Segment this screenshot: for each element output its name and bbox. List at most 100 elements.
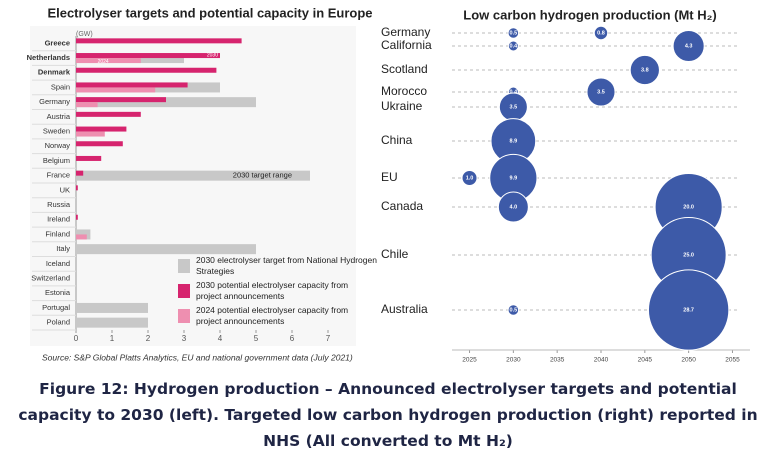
y-tick-label: Switzerland: [31, 274, 70, 283]
y-tick-label: California: [381, 38, 432, 52]
legend-swatch: [178, 309, 190, 323]
x-tick-label: 2055: [725, 357, 740, 364]
y-tick-label: UK: [60, 185, 70, 194]
data-label: 4.0: [510, 204, 518, 210]
figure: Electrolyser targets and potential capac…: [27, 5, 750, 364]
bubble: [593, 25, 609, 41]
data-label: 0.4: [510, 43, 519, 49]
y-tick-label: Chile: [381, 247, 409, 261]
bar: [76, 67, 217, 73]
y-tick-label: Ireland: [47, 215, 70, 224]
y-tick-label: Spain: [51, 82, 70, 91]
caption: Figure 12: Hydrogen production – Announc…: [18, 380, 758, 450]
y-tick-label: Greece: [45, 38, 70, 47]
x-tick-label: 2025: [462, 357, 477, 364]
data-label: 0.5: [510, 30, 518, 36]
bar: [76, 126, 127, 132]
y-tick-label: Scotland: [381, 62, 428, 76]
y-tick-label: Ukraine: [381, 99, 423, 113]
data-label: 0.5: [510, 307, 518, 313]
bar: [76, 87, 156, 93]
bubble: [507, 27, 520, 39]
bar: [76, 244, 256, 255]
x-tick-label: 7: [326, 334, 331, 343]
y-tick-label: EU: [381, 170, 398, 184]
y-tick-label: Netherlands: [27, 53, 70, 62]
x-tick-label: 0: [74, 334, 79, 343]
y-tick-label: France: [47, 171, 70, 180]
y-tick-label: Norway: [45, 141, 71, 150]
y-tick-label: Morocco: [381, 84, 427, 98]
bubble: [497, 191, 529, 223]
y-tick-label: Poland: [47, 318, 70, 327]
y-tick-label: Portugal: [42, 303, 70, 312]
legend-swatch: [178, 284, 190, 298]
bubble: [629, 54, 660, 86]
legend-label: 2030 electrolyser target from National H…: [196, 255, 377, 276]
bar: [76, 141, 123, 147]
y-tick-label: Germany: [39, 97, 70, 106]
x-tick-label: 2045: [638, 357, 653, 364]
bar: [76, 82, 188, 88]
bar: [76, 170, 84, 176]
unit-label: (GW): [76, 31, 93, 38]
bubble: [507, 304, 520, 316]
annotation: 2024: [98, 59, 109, 65]
y-tick-label: Finland: [45, 229, 70, 238]
x-tick-label: 2: [146, 334, 151, 343]
y-tick-label: China: [381, 133, 413, 147]
bar: [76, 53, 220, 59]
x-tick-label: 5: [254, 334, 259, 343]
x-tick-label: 2030: [506, 357, 521, 364]
x-tick-label: 2040: [594, 357, 609, 364]
data-label: 28.7: [683, 307, 694, 313]
bar: [76, 102, 98, 108]
y-tick-label: Russia: [47, 200, 71, 209]
bubble: [672, 29, 705, 63]
bubble: [461, 170, 478, 186]
data-label: 1.0: [466, 175, 474, 181]
data-label: 3.5: [597, 89, 605, 95]
bar: [76, 214, 78, 220]
data-label: 25.0: [683, 252, 694, 258]
y-tick-label: Estonia: [45, 288, 71, 297]
legend-label: 2030 potential electrolyser capacity fro…: [196, 280, 348, 301]
annotation: 2030: [207, 52, 218, 58]
y-tick-label: Australia: [381, 302, 428, 316]
y-tick-label: Sweden: [43, 127, 70, 136]
bar: [76, 38, 242, 44]
x-tick-label: 6: [290, 334, 295, 343]
annotation: 2030 target range: [233, 171, 292, 180]
bar: [76, 58, 141, 64]
data-label: 8.9: [510, 138, 518, 144]
legend-label: 2024 potential electrolyser capacity fro…: [196, 305, 348, 326]
data-label: 0.4: [510, 89, 519, 95]
x-tick-label: 2050: [681, 357, 696, 364]
bar: [76, 97, 166, 103]
y-tick-label: Belgium: [43, 156, 70, 165]
legend-swatch: [178, 259, 190, 273]
y-tick-label: Germany: [381, 25, 430, 39]
x-tick-label: 4: [218, 334, 223, 343]
x-tick-label: 2035: [550, 357, 565, 364]
right-title: Low carbon hydrogen production (Mt H₂): [463, 7, 716, 22]
data-label: 9.9: [510, 175, 518, 181]
left-title: Electrolyser targets and potential capac…: [47, 5, 372, 20]
data-label: 0.8: [597, 30, 605, 36]
bar: [76, 111, 141, 117]
y-tick-label: Canada: [381, 199, 423, 213]
x-tick-label: 1: [110, 334, 115, 343]
data-label: 20.0: [683, 204, 694, 210]
data-label: 3.8: [641, 67, 649, 73]
data-label: 4.3: [685, 43, 693, 49]
bar: [76, 185, 78, 191]
bar: [76, 155, 102, 161]
data-label: 3.5: [510, 104, 518, 110]
y-tick-label: Italy: [56, 244, 70, 253]
bar: [76, 234, 87, 240]
bubble: [507, 40, 519, 52]
left-panel: [30, 26, 356, 346]
bubble: [647, 269, 730, 351]
y-tick-label: Austria: [47, 112, 71, 121]
y-tick-label: Iceland: [46, 259, 70, 268]
